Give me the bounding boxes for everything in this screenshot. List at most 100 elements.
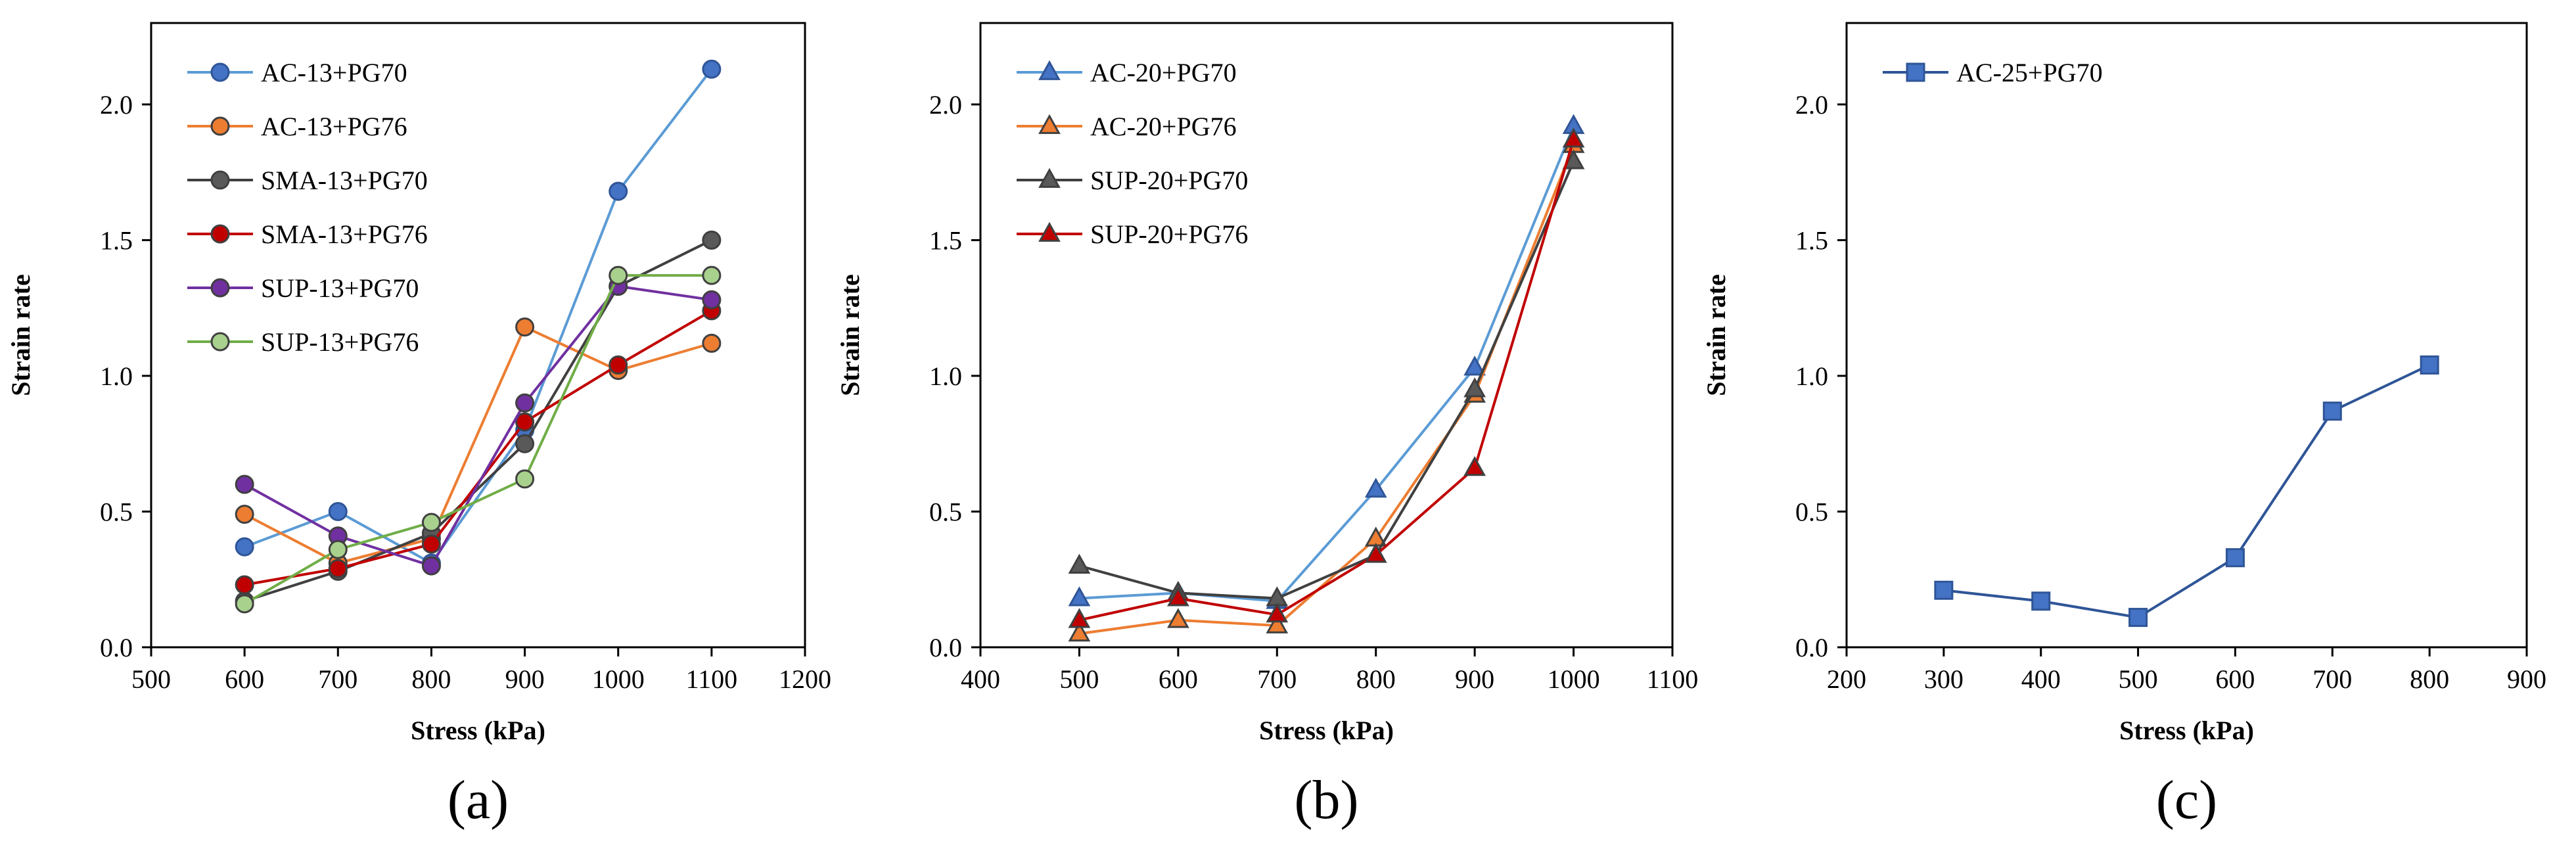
plot-area-frame	[1845, 22, 2528, 649]
data-point	[1463, 377, 1486, 398]
x-axis-title: Stress (kPa)	[411, 716, 545, 745]
data-point	[328, 539, 348, 559]
legend-marker	[1038, 221, 1061, 242]
y-tick-label: 0.5	[1795, 497, 1828, 526]
data-point	[235, 537, 254, 557]
data-point	[2128, 608, 2148, 628]
data-point	[609, 181, 628, 201]
y-axis-title: Strain rate	[6, 274, 35, 396]
x-axis-title: Stress (kPa)	[2119, 716, 2254, 745]
data-point	[1068, 553, 1091, 574]
legend-entry: SMA-13+PG76	[187, 219, 428, 249]
y-tick-label: 1.0	[100, 361, 133, 391]
x-tick-label: 1100	[1647, 664, 1699, 694]
x-tick-label: 900	[2507, 664, 2546, 694]
data-point	[609, 355, 628, 375]
y-tick-label: 0.0	[929, 633, 962, 662]
y-tick-label: 0.5	[100, 497, 133, 526]
x-tick-label: 400	[961, 664, 1000, 694]
series-line	[244, 239, 712, 603]
data-point	[515, 317, 535, 337]
data-point	[235, 575, 254, 595]
x-tick-label: 800	[411, 664, 451, 694]
data-point	[1364, 478, 1387, 498]
chart-panel-a: 500 600 700 800 900 1000 1100 1200 0.0 0.5 1.0 1.5 2…	[6, 22, 831, 831]
data-point	[1068, 621, 1091, 642]
y-tick-label: 1.5	[100, 225, 133, 255]
x-tick-label: 800	[2410, 664, 2449, 694]
chart-panel-b: 400 500 600 700 800 900 1000 1100 0.0 0.5 1.0 1.5 2.…	[835, 22, 1699, 831]
legend-marker	[1906, 62, 1925, 82]
legend-entry: SUP-20+PG70	[1017, 166, 1248, 195]
series-line	[1078, 160, 1575, 600]
data-point	[515, 434, 535, 453]
legend-entry: AC-20+PG76	[1017, 112, 1237, 141]
data-point	[1934, 580, 1954, 600]
legend-label: AC-20+PG70	[1090, 58, 1237, 87]
legend-label: AC-13+PG76	[261, 112, 407, 141]
legend-marker	[210, 62, 230, 82]
x-tick-label: 500	[131, 664, 171, 694]
panel-label: (b)	[1295, 769, 1359, 831]
data-point	[515, 393, 535, 413]
panel-label: (a)	[448, 769, 509, 831]
x-tick-label: 400	[2021, 664, 2061, 694]
x-tick-label: 900	[505, 664, 545, 694]
data-point	[421, 556, 441, 576]
series-line	[1943, 363, 2431, 619]
data-point	[1463, 356, 1486, 376]
legend-entry: SMA-13+PG70	[187, 166, 428, 195]
y-tick-label: 1.0	[1795, 361, 1828, 391]
legend-marker	[210, 278, 230, 298]
data-point	[2322, 402, 2342, 421]
x-tick-label: 700	[318, 664, 357, 694]
series-line	[244, 274, 712, 605]
y-tick-label: 2.0	[1795, 90, 1828, 120]
series-line	[244, 325, 712, 565]
legend-label: AC-13+PG70	[261, 58, 407, 87]
legend-entry: AC-25+PG70	[1883, 58, 2103, 87]
legend-label: SUP-13+PG70	[261, 273, 419, 303]
series-sup-13-pg70	[235, 277, 722, 576]
data-point	[235, 505, 254, 524]
data-point	[235, 474, 254, 494]
series-ac-25-pg70	[1934, 355, 2439, 628]
data-point	[1266, 613, 1289, 633]
data-point	[1562, 127, 1585, 148]
data-point	[328, 559, 348, 578]
data-point	[235, 594, 254, 614]
data-point	[1167, 608, 1189, 628]
legend-entry: AC-20+PG70	[1017, 58, 1237, 87]
x-tick-label: 1100	[686, 664, 738, 694]
series-line	[244, 285, 712, 568]
legend-label: SUP-20+PG70	[1090, 166, 1248, 195]
y-tick-label: 0.0	[1795, 633, 1828, 662]
x-tick-label: 600	[2215, 664, 2255, 694]
y-axis-title: Strain rate	[1701, 274, 1731, 396]
legend-entry: AC-13+PG76	[187, 112, 407, 141]
legend-label: AC-20+PG76	[1090, 112, 1237, 141]
data-point	[702, 230, 722, 250]
x-tick-label: 900	[1455, 664, 1494, 694]
x-tick-label: 700	[1257, 664, 1297, 694]
legend-entry: SUP-13+PG76	[187, 327, 419, 357]
data-point	[328, 501, 348, 521]
x-tick-label: 600	[1159, 664, 1198, 694]
y-tick-label: 1.5	[929, 225, 962, 255]
legend-marker	[1038, 114, 1061, 134]
data-point	[702, 290, 722, 310]
data-point	[421, 534, 441, 554]
data-point	[1068, 608, 1091, 628]
x-tick-label: 600	[225, 664, 264, 694]
x-tick-label: 300	[1924, 664, 1964, 694]
panel-label: (c)	[2156, 769, 2217, 831]
data-point	[421, 513, 441, 532]
x-tick-label: 1200	[779, 664, 831, 694]
data-point	[1463, 455, 1486, 476]
legend-entry: AC-13+PG70	[187, 58, 407, 87]
y-tick-label: 2.0	[100, 90, 133, 120]
legend-marker	[1038, 60, 1061, 80]
series-sup-13-pg76	[235, 265, 722, 614]
legend-marker	[1038, 168, 1061, 188]
legend-label: SMA-13+PG70	[261, 166, 428, 195]
